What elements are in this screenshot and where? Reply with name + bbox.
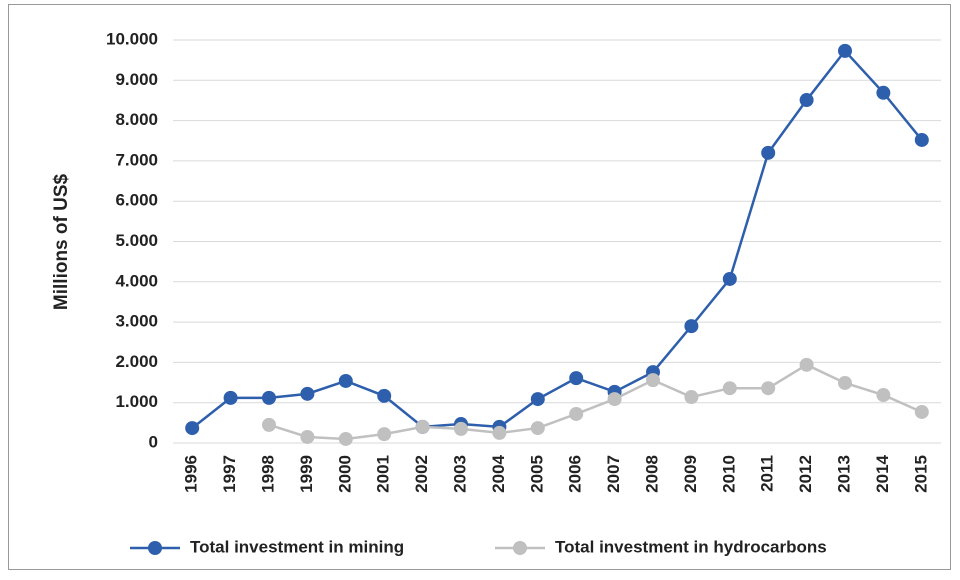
data-point (185, 421, 200, 436)
data-point (761, 145, 776, 160)
y-tick-label: 2.000 (115, 352, 158, 371)
data-point (569, 371, 584, 386)
legend-label: Total investment in hydrocarbons (555, 537, 827, 556)
data-point (838, 375, 852, 390)
x-tick-label: 2009 (681, 455, 700, 493)
x-tick-label: 2000 (335, 455, 354, 493)
x-tick-label: 1997 (220, 455, 239, 493)
data-point (530, 421, 545, 436)
x-tick-label: 2015 (911, 455, 930, 493)
x-tick-label: 2014 (873, 454, 892, 492)
data-point (415, 419, 430, 434)
y-tick-label: 7.000 (115, 150, 158, 169)
data-point (338, 431, 353, 446)
data-point (262, 417, 276, 432)
x-tick-label: 2008 (642, 455, 661, 493)
y-tick-label: 6.000 (115, 191, 158, 210)
data-point (722, 271, 737, 286)
x-tick-label: 2013 (834, 455, 853, 493)
data-point (876, 85, 891, 100)
x-tick-label: 2001 (374, 455, 393, 493)
data-point (492, 425, 507, 440)
y-tick-label: 3.000 (115, 312, 158, 331)
legend-label: Total investment in mining (190, 537, 404, 556)
x-tick-label: 2003 (450, 455, 469, 493)
x-tick-label: 2007 (604, 455, 623, 493)
data-point (914, 132, 929, 147)
data-point (338, 373, 353, 388)
y-tick-label: 4.000 (115, 271, 158, 290)
data-point (876, 388, 891, 403)
x-tick-label: 1998 (258, 455, 277, 493)
data-point (454, 421, 468, 436)
data-point (914, 404, 929, 419)
y-tick-label: 9.000 (115, 70, 158, 89)
x-tick-label: 2012 (796, 455, 815, 493)
data-point (300, 386, 315, 401)
chart-frame (8, 4, 951, 570)
y-tick-label: 5.000 (115, 231, 158, 250)
data-point (530, 392, 545, 407)
x-tick-label: 2010 (719, 455, 738, 493)
data-point (646, 373, 660, 388)
data-point (262, 390, 276, 405)
data-point (300, 429, 315, 444)
x-tick-label: 2004 (489, 454, 508, 492)
data-point (569, 406, 584, 421)
data-point (607, 392, 622, 407)
data-point (684, 319, 699, 334)
x-tick-label: 2011 (758, 455, 777, 492)
data-point (377, 388, 392, 403)
data-point (799, 357, 814, 372)
y-tick-label: 1.000 (115, 392, 158, 411)
data-point (684, 390, 699, 405)
y-axis-label: Millions of US$ (51, 173, 72, 310)
x-tick-label: 1999 (297, 455, 316, 493)
data-point (838, 43, 852, 58)
legend-swatch-marker (513, 541, 527, 555)
data-point (722, 381, 737, 396)
x-tick-label: 2006 (566, 455, 585, 493)
data-point (761, 381, 776, 396)
x-tick-label: 2002 (412, 455, 431, 493)
data-point (377, 427, 392, 442)
y-tick-label: 10.000 (106, 29, 158, 48)
y-tick-label: 0 (149, 432, 158, 451)
y-tick-label: 8.000 (115, 110, 158, 129)
data-point (223, 390, 238, 405)
legend-swatch-marker (148, 541, 162, 555)
x-tick-label: 1996 (182, 455, 201, 493)
data-point (799, 93, 814, 108)
x-tick-label: 2005 (527, 455, 546, 493)
